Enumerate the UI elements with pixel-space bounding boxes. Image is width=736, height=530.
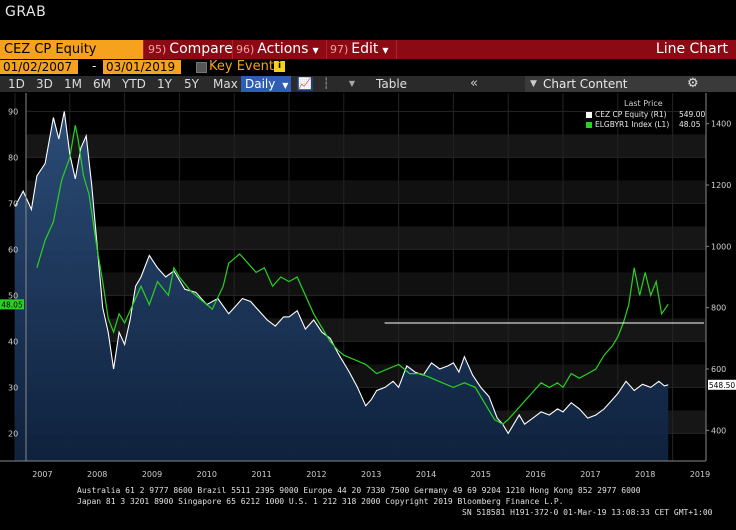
gear-icon[interactable]: ⚙ (687, 76, 699, 91)
period-1m[interactable]: 1M (64, 77, 82, 91)
frequency-dropdown[interactable]: Daily ▼ (241, 76, 291, 92)
divider (143, 40, 144, 59)
date-separator: - (92, 59, 97, 73)
caret-down-icon[interactable]: ▼ (530, 79, 537, 89)
caret-down-icon[interactable]: ▼ (348, 79, 356, 88)
left-tick-label: 90 (8, 107, 18, 116)
cez-line (14, 111, 669, 435)
caret-down-icon: ▼ (282, 81, 289, 90)
right-tick-label: 400 (711, 426, 726, 435)
right-value-marker (708, 379, 736, 390)
left-tick-label: 60 (8, 245, 18, 254)
right-tick-label: 1000 (711, 242, 731, 251)
left-tick-label: 30 (8, 383, 18, 392)
line-chart-icon[interactable]: 📈 (297, 77, 313, 91)
x-tick-label: 2018 (635, 470, 655, 479)
period-ytd[interactable]: YTD (122, 77, 146, 91)
menu-number: 95) (148, 43, 167, 56)
legend-title: Last Price (624, 99, 663, 108)
right-tick-label: 1400 (711, 120, 731, 129)
legend-label: CEZ CP Equity (R1) (595, 110, 667, 119)
left-tick-label: 50 (8, 291, 18, 300)
legend-value: 549.00 (679, 110, 706, 119)
grid-band (26, 134, 706, 158)
period-3d[interactable]: 3D (36, 77, 53, 91)
table-button[interactable]: Table (376, 77, 408, 91)
left-value-label: 48.05 (1, 300, 23, 309)
date-to-field[interactable]: 03/01/2019 (103, 60, 181, 74)
left-tick-label: 40 (8, 337, 18, 346)
x-tick-label: 2016 (525, 470, 545, 479)
window-title: GRAB (5, 4, 47, 20)
left-tick-label: 20 (8, 429, 18, 438)
compare-menu[interactable]: 95) Compare (148, 40, 233, 59)
x-tick-label: 2013 (361, 470, 381, 479)
grid-band (26, 180, 706, 204)
x-tick-label: 2017 (580, 470, 600, 479)
edit-label: Edit (351, 41, 379, 57)
ticker-field[interactable]: CEZ CP Equity (0, 40, 143, 59)
period-1y[interactable]: 1Y (157, 77, 172, 91)
right-tick-label: 1200 (711, 181, 731, 190)
right-tick-label: 800 (711, 304, 726, 313)
divider (396, 40, 397, 59)
info-icon[interactable]: i (274, 61, 285, 72)
chart-content-button[interactable]: Chart Content (543, 77, 628, 91)
x-tick-label: 2010 (197, 470, 217, 479)
cez-area (15, 111, 669, 462)
edit-menu[interactable]: 97) Edit ▼ (330, 40, 389, 59)
right-tick-label: 600 (711, 365, 726, 374)
footer-contacts-line2: Japan 81 3 3201 8900 Singapore 65 6212 1… (77, 497, 564, 506)
line-chart[interactable]: 20 30 40 50 60 70 80 90 400 600 800 1000 1200 1400 200… (0, 93, 736, 485)
chart-content-bar (525, 76, 736, 92)
divider (232, 40, 233, 59)
left-value-marker (0, 299, 24, 310)
footer-contacts-line1: Australia 61 2 9777 8600 Brazil 5511 239… (77, 486, 641, 495)
legend-swatch (586, 112, 592, 118)
menu-number: 97) (330, 43, 349, 56)
x-tick-label: 2012 (306, 470, 326, 479)
period-max[interactable]: Max (213, 77, 238, 91)
compare-label: Compare (169, 41, 233, 57)
actions-menu[interactable]: 96) Actions ▼ (236, 40, 319, 59)
view-name: Line Chart (655, 41, 728, 57)
grid-band (26, 226, 706, 250)
period-1d[interactable]: 1D (8, 77, 25, 91)
caret-down-icon: ▼ (312, 46, 319, 55)
candles-icon[interactable]: ┆ (322, 77, 330, 90)
x-tick-label: 2011 (251, 470, 271, 479)
divider (326, 40, 327, 59)
menu-number: 96) (236, 43, 255, 56)
x-tick-label: 2014 (416, 470, 436, 479)
legend-label: ELGBYR1 Index (L1) (595, 120, 670, 129)
elgbyr1-line (36, 125, 669, 425)
x-tick-label: 2008 (87, 470, 107, 479)
x-tick-label: 2019 (690, 470, 710, 479)
command-bar (0, 40, 736, 59)
left-tick-label: 70 (8, 199, 18, 208)
key-events-label[interactable]: Key Events (209, 59, 281, 74)
legend-item: CEZ CP Equity (R1) 549.00 (586, 110, 706, 119)
x-tick-label: 2009 (142, 470, 162, 479)
right-value-label: 548.50 (709, 381, 735, 390)
legend-item: ELGBYR1 Index (L1) 48.05 (586, 120, 704, 129)
legend-value: 48.05 (679, 120, 701, 129)
actions-label: Actions (257, 41, 309, 57)
footer-session-line: SN 518581 H191-372-0 01-Mar-19 13:08:33 … (462, 508, 713, 517)
legend-swatch (586, 122, 592, 128)
period-5y[interactable]: 5Y (184, 77, 199, 91)
caret-down-icon: ▼ (382, 46, 389, 55)
x-tick-label: 2015 (471, 470, 491, 479)
x-tick-label: 2007 (32, 470, 52, 479)
grid-band (26, 272, 706, 296)
left-tick-label: 80 (8, 153, 18, 162)
period-6m[interactable]: 6M (93, 77, 111, 91)
date-from-field[interactable]: 01/02/2007 (0, 60, 78, 74)
collapse-icon[interactable]: « (470, 76, 478, 91)
key-events-checkbox[interactable] (196, 62, 207, 73)
frequency-label: Daily (245, 77, 276, 91)
